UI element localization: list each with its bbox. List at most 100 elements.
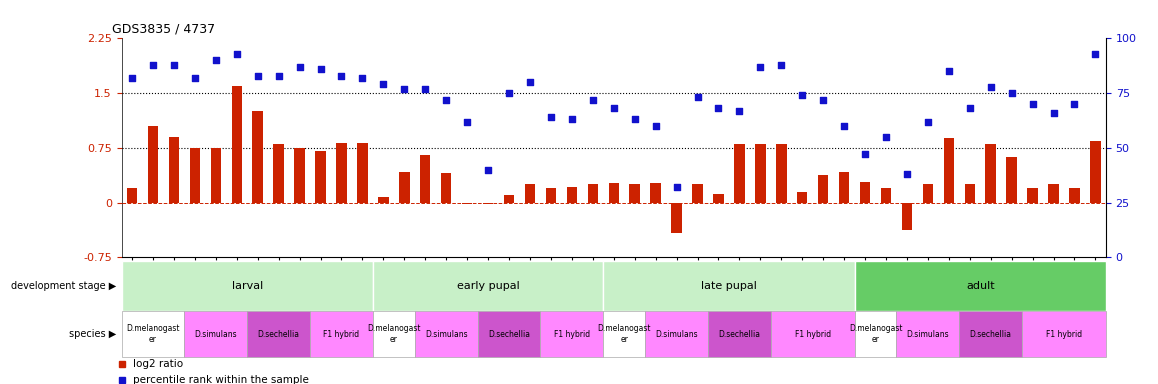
- Bar: [122, 311, 184, 357]
- Bar: [1027, 188, 1038, 203]
- Bar: [608, 183, 620, 203]
- Text: D.melanogast
er: D.melanogast er: [849, 324, 902, 344]
- Point: [416, 86, 434, 92]
- Point: [604, 105, 623, 111]
- Text: development stage ▶: development stage ▶: [10, 281, 116, 291]
- Bar: [294, 148, 305, 203]
- Bar: [122, 261, 373, 311]
- Bar: [896, 311, 959, 357]
- Bar: [252, 111, 263, 203]
- Bar: [776, 144, 786, 203]
- Point: [1045, 110, 1063, 116]
- Bar: [965, 184, 975, 203]
- Point: [918, 119, 937, 125]
- Point: [731, 108, 749, 114]
- Bar: [1069, 188, 1079, 203]
- Point: [227, 51, 245, 57]
- Point: [164, 61, 183, 68]
- Text: late pupal: late pupal: [701, 281, 757, 291]
- Bar: [415, 311, 477, 357]
- Bar: [169, 137, 179, 203]
- Point: [1003, 90, 1021, 96]
- Bar: [713, 194, 724, 203]
- Bar: [959, 311, 1023, 357]
- Point: [457, 119, 476, 125]
- Point: [332, 73, 351, 79]
- Bar: [855, 261, 1106, 311]
- Point: [646, 123, 665, 129]
- Point: [270, 73, 288, 79]
- Point: [563, 116, 581, 122]
- Bar: [211, 148, 221, 203]
- Point: [939, 68, 958, 74]
- Text: F1 hybrid: F1 hybrid: [1046, 329, 1082, 339]
- Bar: [838, 172, 849, 203]
- Bar: [441, 174, 452, 203]
- Bar: [420, 155, 431, 203]
- Bar: [462, 203, 472, 204]
- Bar: [273, 144, 284, 203]
- Bar: [379, 197, 389, 203]
- Bar: [985, 144, 996, 203]
- Bar: [566, 187, 577, 203]
- Point: [521, 79, 540, 85]
- Bar: [400, 172, 410, 203]
- Text: D.simulans: D.simulans: [907, 329, 950, 339]
- Point: [437, 97, 455, 103]
- Bar: [771, 311, 855, 357]
- Point: [856, 151, 874, 157]
- Bar: [545, 188, 556, 203]
- Bar: [336, 143, 346, 203]
- Bar: [797, 192, 807, 203]
- Point: [249, 73, 267, 79]
- Point: [123, 75, 141, 81]
- Text: D.sechellia: D.sechellia: [488, 329, 530, 339]
- Point: [374, 81, 393, 88]
- Bar: [881, 188, 892, 203]
- Point: [793, 92, 812, 98]
- Bar: [755, 144, 765, 203]
- Bar: [944, 138, 954, 203]
- Bar: [587, 184, 598, 203]
- Point: [877, 134, 895, 140]
- Bar: [184, 311, 248, 357]
- Point: [688, 94, 706, 101]
- Text: D.simulans: D.simulans: [195, 329, 237, 339]
- Point: [1086, 51, 1105, 57]
- Text: D.melanogast
er: D.melanogast er: [367, 324, 420, 344]
- Bar: [525, 184, 535, 203]
- Point: [1065, 101, 1084, 107]
- Point: [500, 90, 519, 96]
- Bar: [1090, 141, 1100, 203]
- Text: species ▶: species ▶: [68, 329, 116, 339]
- Bar: [672, 203, 682, 233]
- Bar: [148, 126, 159, 203]
- Bar: [190, 148, 200, 203]
- Point: [960, 105, 979, 111]
- Text: percentile rank within the sample: percentile rank within the sample: [133, 375, 309, 384]
- Bar: [373, 311, 415, 357]
- Point: [835, 123, 853, 129]
- Bar: [855, 311, 896, 357]
- Bar: [357, 143, 367, 203]
- Bar: [477, 311, 541, 357]
- Bar: [1023, 311, 1106, 357]
- Text: F1 hybrid: F1 hybrid: [323, 329, 359, 339]
- Bar: [651, 183, 661, 203]
- Point: [312, 66, 330, 72]
- Bar: [1048, 184, 1058, 203]
- Point: [291, 64, 309, 70]
- Text: D.simulans: D.simulans: [655, 329, 698, 339]
- Text: D.sechellia: D.sechellia: [969, 329, 1012, 339]
- Bar: [708, 311, 771, 357]
- Bar: [692, 184, 703, 203]
- Point: [395, 86, 413, 92]
- Bar: [310, 311, 373, 357]
- Bar: [734, 144, 745, 203]
- Point: [709, 105, 727, 111]
- Text: log2 ratio: log2 ratio: [133, 359, 183, 369]
- Text: F1 hybrid: F1 hybrid: [794, 329, 830, 339]
- Point: [752, 64, 770, 70]
- Bar: [603, 311, 645, 357]
- Text: D.sechellia: D.sechellia: [718, 329, 761, 339]
